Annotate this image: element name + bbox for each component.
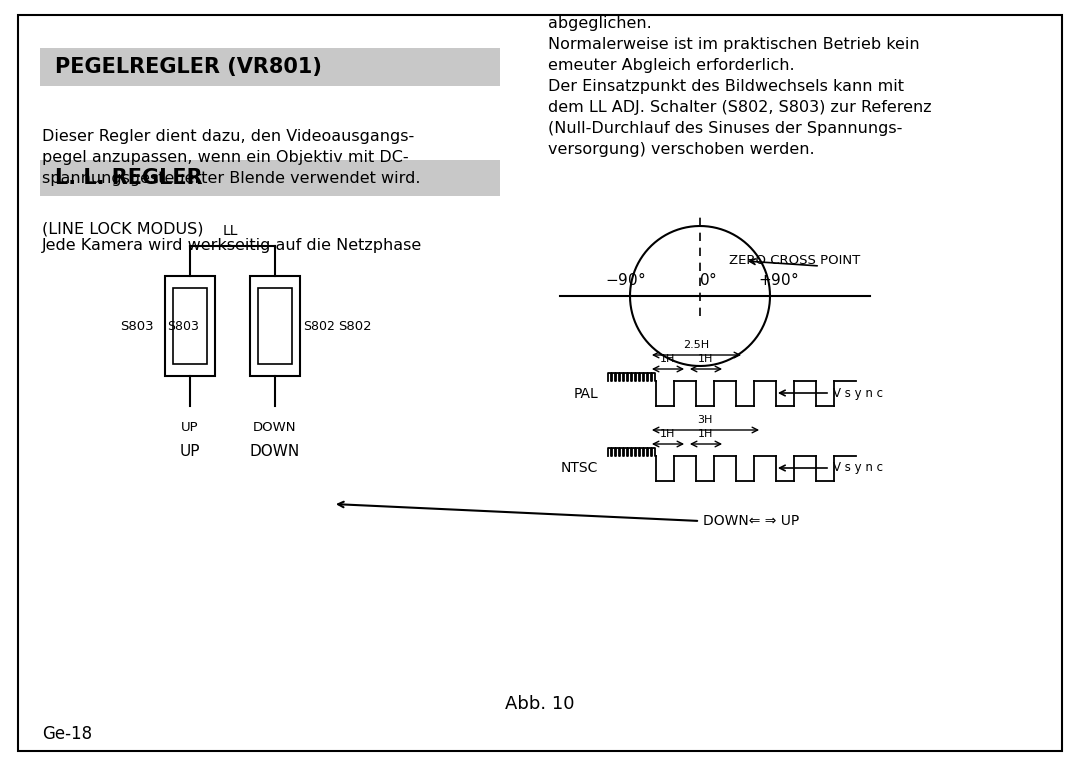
Text: (LINE LOCK MODUS): (LINE LOCK MODUS): [42, 221, 203, 236]
FancyBboxPatch shape: [249, 276, 300, 376]
Text: abgeglichen.
Normalerweise ist im praktischen Betrieb kein
emeuter Abgleich erfo: abgeglichen. Normalerweise ist im prakti…: [548, 16, 932, 157]
Text: LL: LL: [222, 224, 239, 238]
Text: L. L. REGLER: L. L. REGLER: [55, 168, 203, 188]
Text: Abb. 10: Abb. 10: [505, 695, 575, 713]
Text: PEGELREGLER (VR801): PEGELREGLER (VR801): [55, 57, 322, 77]
Text: S803: S803: [120, 319, 153, 332]
Text: UP: UP: [179, 444, 200, 459]
Text: Jede Kamera wird werkseitig auf die Netzphase: Jede Kamera wird werkseitig auf die Netz…: [42, 238, 422, 253]
Text: S803: S803: [167, 319, 199, 332]
Text: $+90°$: $+90°$: [758, 271, 798, 288]
Text: 1H: 1H: [699, 354, 714, 364]
Text: 3H: 3H: [698, 415, 713, 425]
Text: NTSC: NTSC: [561, 461, 598, 476]
Text: Ge-18: Ge-18: [42, 725, 92, 743]
Text: 1H: 1H: [699, 429, 714, 439]
Text: S802: S802: [303, 319, 335, 332]
FancyBboxPatch shape: [165, 276, 215, 376]
FancyBboxPatch shape: [173, 288, 207, 364]
FancyBboxPatch shape: [258, 288, 292, 364]
Text: 1H: 1H: [660, 354, 676, 364]
Text: V s y n c: V s y n c: [833, 387, 883, 400]
Text: DOWN: DOWN: [249, 444, 300, 459]
FancyBboxPatch shape: [40, 160, 500, 196]
Text: DOWN: DOWN: [253, 421, 297, 434]
Text: PAL: PAL: [573, 387, 598, 401]
FancyBboxPatch shape: [40, 48, 500, 86]
Text: 2.5H: 2.5H: [683, 340, 710, 350]
Text: S802: S802: [338, 319, 372, 332]
Text: Dieser Regler dient dazu, den Videoausgangs-
pegel anzupassen, wenn ein Objektiv: Dieser Regler dient dazu, den Videoausga…: [42, 129, 420, 186]
Text: UP: UP: [181, 421, 199, 434]
Text: $-90°$: $-90°$: [605, 271, 645, 288]
Text: V s y n c: V s y n c: [833, 461, 883, 474]
Text: DOWN⇐ ⇒ UP: DOWN⇐ ⇒ UP: [703, 514, 799, 528]
Text: ZERO CROSS POINT: ZERO CROSS POINT: [729, 254, 860, 267]
Text: $0°$: $0°$: [699, 271, 717, 288]
Text: 1H: 1H: [660, 429, 676, 439]
